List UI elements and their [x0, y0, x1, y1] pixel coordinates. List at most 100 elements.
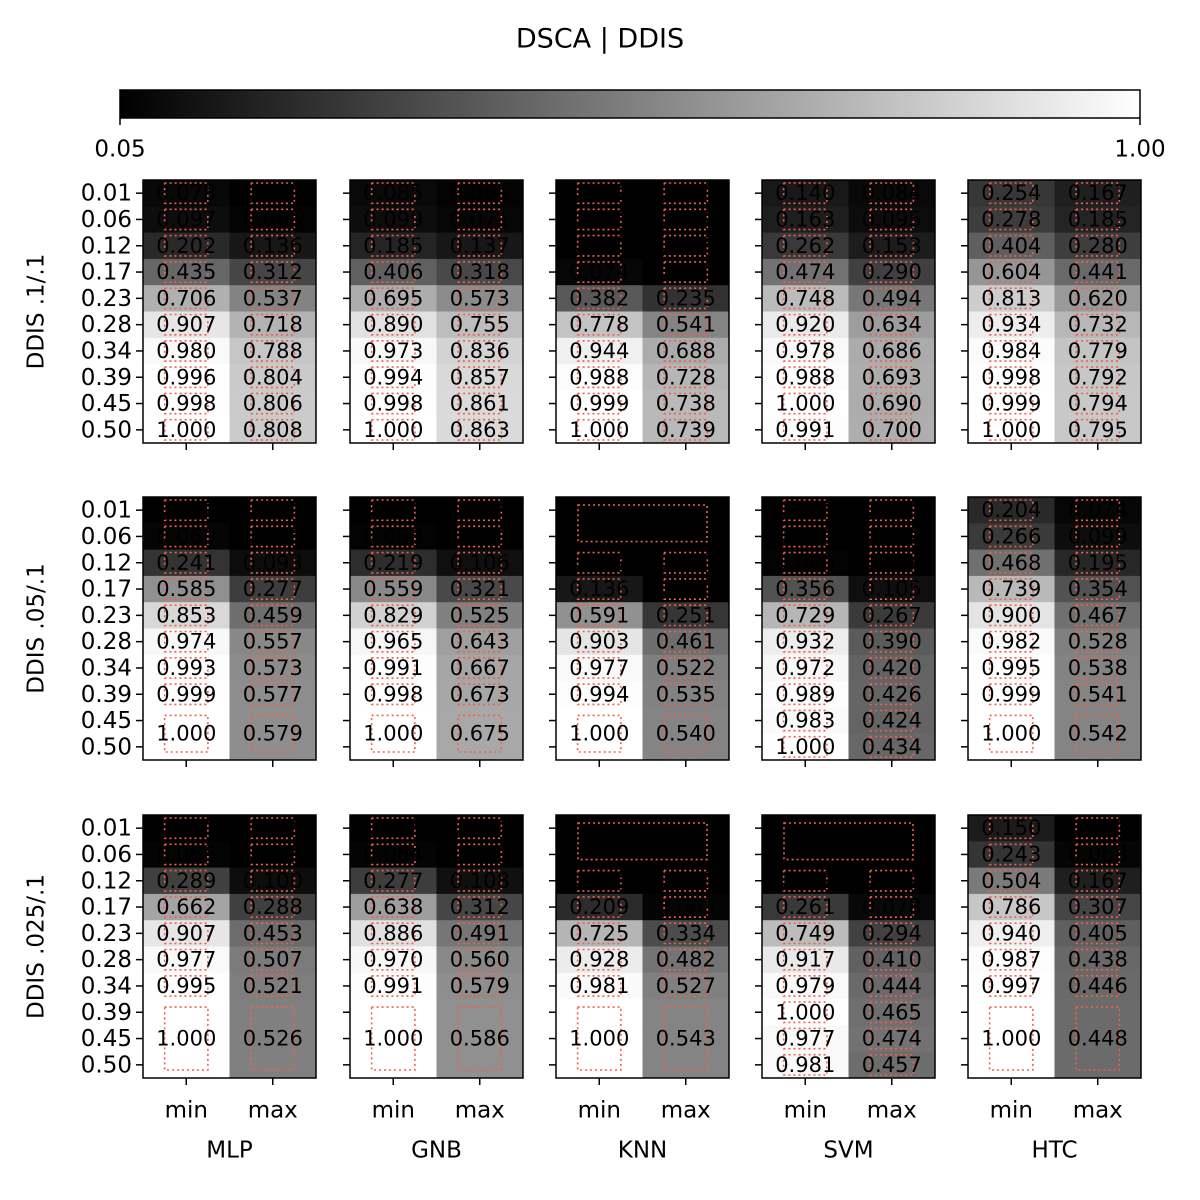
group-outline	[1075, 1006, 1121, 1071]
group-outline	[370, 261, 416, 283]
heatmap-cell	[848, 733, 936, 761]
heatmap-cell	[1054, 180, 1142, 207]
heatmap-cell	[556, 1025, 643, 1053]
row-label: DDIS .1/.1	[24, 254, 50, 370]
group-outline	[663, 896, 709, 919]
group-outline	[663, 234, 709, 257]
heatmap-cell	[350, 311, 437, 339]
heatmap-cell	[968, 549, 1055, 577]
group-outline	[163, 1006, 209, 1071]
cell-label: 1.000	[569, 418, 629, 442]
group-outline	[988, 392, 1034, 415]
cell-label: 0.382	[569, 286, 629, 310]
panel-frame	[761, 496, 936, 761]
panel-frame	[349, 814, 524, 1079]
cell-label: 0.739	[981, 577, 1041, 601]
heatmap-cell	[642, 1051, 730, 1079]
heatmap-cell	[436, 1051, 524, 1079]
cell-label: 0.434	[862, 735, 922, 759]
group-outline	[370, 974, 416, 997]
heatmap-cell	[229, 390, 317, 418]
group-outline	[250, 630, 296, 653]
y-tick-label: 0.01	[81, 181, 132, 207]
group-outline	[457, 630, 503, 653]
group-outline	[663, 392, 709, 415]
heatmap-cell	[143, 841, 230, 869]
group-outline	[782, 735, 828, 758]
cell-label: 0.579	[450, 974, 510, 998]
heatmap-cell	[968, 390, 1055, 418]
group-outline	[782, 656, 828, 679]
heatmap-cell	[229, 337, 317, 365]
cell-label: 0.988	[569, 365, 629, 389]
group-outline	[869, 418, 915, 441]
cell-label: 0.040	[363, 498, 423, 522]
group-outline	[663, 418, 709, 441]
cell-label: 0.643	[450, 630, 510, 654]
group-outline	[370, 525, 416, 548]
group-outline	[457, 948, 503, 971]
cell-label: 0.093	[243, 551, 303, 575]
cell-label: 0.009	[775, 524, 835, 548]
cell-label: 0.312	[450, 895, 510, 919]
cell-label: 0.541	[656, 313, 716, 337]
cell-label: 0.277	[363, 869, 423, 893]
heatmap-cell	[1054, 920, 1142, 947]
group-outline	[370, 604, 416, 627]
group-outline	[869, 922, 915, 945]
heatmap-cell	[143, 311, 230, 339]
cell-label: 0.917	[775, 948, 835, 972]
heatmap-cell	[762, 920, 849, 947]
group-outline	[163, 922, 209, 945]
cell-label: 0.977	[569, 656, 629, 680]
cell-label: 0.813	[981, 286, 1041, 310]
y-tick-label: 0.23	[81, 603, 132, 629]
heatmap-cell	[436, 972, 524, 1000]
group-outline	[869, 182, 915, 205]
cell-label: 0.448	[1068, 1027, 1128, 1051]
cell-label: 0.277	[243, 577, 303, 601]
group-outline	[869, 234, 915, 257]
group-outline	[370, 339, 416, 362]
heatmap-cell	[1054, 972, 1142, 1000]
heatmap-cell	[436, 815, 524, 842]
heatmap-cell	[1054, 523, 1142, 551]
cell-label: 0.012	[775, 869, 835, 893]
heatmap-cell	[229, 920, 317, 947]
cell-label: 0.040	[656, 260, 716, 284]
heatmap-cell	[229, 707, 317, 735]
cell-label: 0.068	[1068, 842, 1128, 866]
cell-label: 0.693	[862, 365, 922, 389]
cell-label: 0.620	[1068, 286, 1128, 310]
cell-label: 0.522	[656, 656, 716, 680]
group-outline	[576, 261, 622, 283]
heatmap-cell	[350, 602, 437, 629]
heatmap-cell	[642, 337, 730, 365]
group-outline	[988, 869, 1034, 892]
heatmap-cell	[968, 654, 1055, 682]
heatmap-cell	[350, 893, 437, 921]
group-outline	[370, 843, 416, 866]
cell-label: 0.526	[243, 1027, 303, 1051]
cell-label: 0.261	[775, 895, 835, 919]
heatmap-cell	[436, 654, 524, 682]
heatmap-cell	[143, 523, 230, 551]
cell-label: 0.991	[775, 418, 835, 442]
heatmap-cell	[848, 972, 936, 1000]
group-outline	[250, 261, 296, 283]
group-outline	[663, 656, 709, 679]
cell-label: 0.886	[363, 921, 423, 945]
group-outline	[782, 339, 828, 362]
row-label: DDIS .025/.1	[24, 874, 50, 1019]
heatmap-cell	[968, 1051, 1055, 1079]
group-outline	[163, 313, 209, 336]
heatmap-cell	[350, 654, 437, 682]
cell-label: 0.071	[450, 207, 510, 231]
cell-label: 0.973	[363, 339, 423, 363]
heatmap-cell	[848, 549, 936, 577]
cell-label: 0.050	[243, 181, 303, 205]
heatmap-cell	[968, 972, 1055, 1000]
cell-label: 0.638	[363, 895, 423, 919]
heatmap-cell	[642, 311, 730, 339]
group-outline	[163, 578, 209, 601]
